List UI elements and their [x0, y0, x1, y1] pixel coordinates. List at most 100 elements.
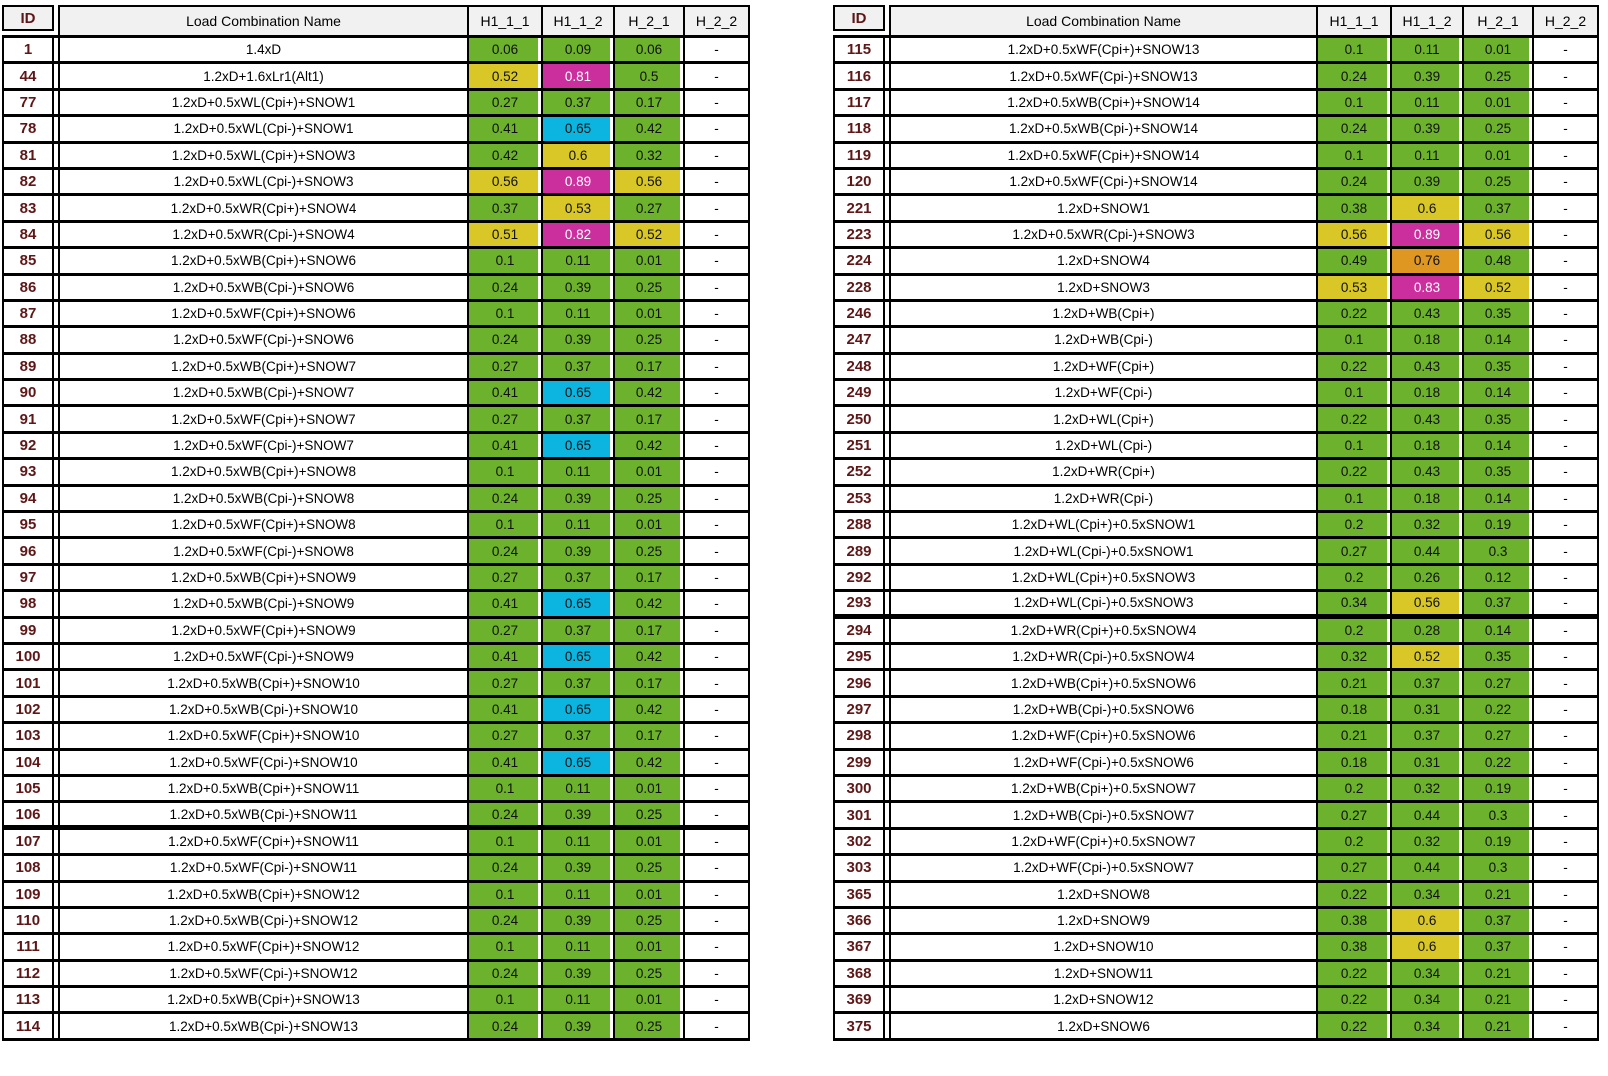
row-value-h_2_1: 0.42 — [613, 644, 683, 669]
table-row: 367 1.2xD+SNOW10 0.38 0.6 0.37 - — [833, 935, 1599, 962]
row-id: 223 — [833, 222, 885, 247]
row-value-h_2_1: 0.27 — [1462, 724, 1532, 748]
row-value-h1_1_2: 0.37 — [541, 407, 613, 431]
row-value-h1_1_1: 0.41 — [467, 433, 541, 458]
row-value-h1_1_1: 0.27 — [467, 407, 541, 431]
row-value-h_2_2: - — [1532, 856, 1599, 880]
table-row: 84 1.2xD+0.5xWR(Cpi-)+SNOW4 0.51 0.82 0.… — [2, 222, 750, 250]
row-value-h_2_2: - — [683, 90, 750, 115]
table-row: 92 1.2xD+0.5xWF(Cpi-)+SNOW7 0.41 0.65 0.… — [2, 433, 750, 461]
row-load-combination-name: 1.2xD+0.5xWB(Cpi-)+SNOW12 — [58, 908, 467, 933]
table-header: ID Load Combination Name H1_1_1 H1_1_2 H… — [2, 5, 750, 38]
row-value-h1_1_1: 0.27 — [1316, 539, 1390, 563]
row-value-h1_1_2: 0.6 — [1390, 196, 1462, 220]
row-id: 250 — [833, 407, 885, 431]
load-combination-table-right: ID Load Combination Name H1_1_1 H1_1_2 H… — [833, 5, 1599, 1041]
table-row: 100 1.2xD+0.5xWF(Cpi-)+SNOW9 0.41 0.65 0… — [2, 644, 750, 672]
row-value-h_2_1: 0.56 — [613, 169, 683, 194]
row-id: 103 — [2, 724, 54, 748]
row-id: 90 — [2, 381, 54, 405]
row-load-combination-name: 1.2xD+WL(Cpi-)+0.5xSNOW1 — [889, 539, 1316, 563]
row-value-h1_1_1: 0.27 — [467, 671, 541, 695]
column-header-h_2_2: H_2_2 — [683, 5, 750, 35]
row-id: 113 — [2, 988, 54, 1012]
row-value-h_2_2: - — [1532, 407, 1599, 431]
row-load-combination-name: 1.2xD+0.5xWB(Cpi+)+SNOW13 — [58, 988, 467, 1012]
table-row: 248 1.2xD+WF(Cpi+) 0.22 0.43 0.35 - — [833, 354, 1599, 382]
row-value-h_2_2: - — [1532, 301, 1599, 326]
row-value-h_2_2: - — [683, 829, 750, 854]
row-load-combination-name: 1.2xD+WL(Cpi+) — [889, 407, 1316, 431]
row-load-combination-name: 1.2xD+0.5xWF(Cpi-)+SNOW14 — [889, 169, 1316, 194]
row-value-h_2_2: - — [683, 328, 750, 352]
row-value-h_2_1: 0.21 — [1462, 1014, 1532, 1038]
row-load-combination-name: 1.2xD+0.5xWF(Cpi+)+SNOW14 — [889, 143, 1316, 167]
row-id: 96 — [2, 539, 54, 563]
row-load-combination-name: 1.2xD+0.5xWB(Cpi+)+SNOW10 — [58, 671, 467, 695]
table-row: 78 1.2xD+0.5xWL(Cpi-)+SNOW1 0.41 0.65 0.… — [2, 117, 750, 144]
row-id: 94 — [2, 486, 54, 511]
table-row: 375 1.2xD+SNOW6 0.22 0.34 0.21 - — [833, 1014, 1599, 1041]
column-header-h_2_1: H_2_1 — [1462, 5, 1532, 35]
row-value-h_2_1: 0.25 — [613, 275, 683, 299]
table-row: 369 1.2xD+SNOW12 0.22 0.34 0.21 - — [833, 988, 1599, 1015]
row-load-combination-name: 1.2xD+0.5xWF(Cpi+)+SNOW12 — [58, 935, 467, 959]
row-value-h_2_2: - — [683, 407, 750, 431]
table-row: 251 1.2xD+WL(Cpi-) 0.1 0.18 0.14 - — [833, 433, 1599, 461]
table-row: 82 1.2xD+0.5xWL(Cpi-)+SNOW3 0.56 0.89 0.… — [2, 169, 750, 197]
row-id: 120 — [833, 169, 885, 194]
row-value-h1_1_1: 0.32 — [1316, 644, 1390, 669]
row-id: 252 — [833, 460, 885, 484]
row-value-h1_1_1: 0.41 — [467, 381, 541, 405]
row-load-combination-name: 1.2xD+SNOW11 — [889, 961, 1316, 986]
row-load-combination-name: 1.2xD+WB(Cpi+) — [889, 301, 1316, 326]
row-load-combination-name: 1.2xD+0.5xWB(Cpi+)+SNOW8 — [58, 460, 467, 484]
row-value-h_2_2: - — [683, 935, 750, 959]
table-row: 44 1.2xD+1.6xLr1(Alt1) 0.52 0.81 0.5 - — [2, 64, 750, 91]
table-row: 98 1.2xD+0.5xWB(Cpi-)+SNOW9 0.41 0.65 0.… — [2, 592, 750, 619]
table-header: ID Load Combination Name H1_1_1 H1_1_2 H… — [833, 5, 1599, 38]
row-id: 294 — [833, 618, 885, 642]
row-id: 297 — [833, 697, 885, 722]
row-value-h1_1_2: 0.39 — [541, 486, 613, 511]
row-value-h1_1_2: 0.11 — [541, 513, 613, 537]
row-value-h_2_1: 0.52 — [1462, 275, 1532, 299]
table-row: 118 1.2xD+0.5xWB(Cpi-)+SNOW14 0.24 0.39 … — [833, 117, 1599, 144]
row-value-h1_1_1: 0.34 — [1316, 592, 1390, 614]
row-value-h_2_1: 0.37 — [1462, 196, 1532, 220]
table-row: 103 1.2xD+0.5xWF(Cpi+)+SNOW10 0.27 0.37 … — [2, 724, 750, 751]
row-load-combination-name: 1.2xD+1.6xLr1(Alt1) — [58, 64, 467, 88]
row-id: 299 — [833, 750, 885, 774]
row-value-h_2_2: - — [683, 724, 750, 748]
row-value-h_2_2: - — [683, 222, 750, 247]
row-value-h_2_2: - — [1532, 90, 1599, 115]
row-value-h_2_2: - — [683, 381, 750, 405]
row-value-h1_1_1: 0.1 — [467, 882, 541, 906]
row-id: 289 — [833, 539, 885, 563]
table-row: 113 1.2xD+0.5xWB(Cpi+)+SNOW13 0.1 0.11 0… — [2, 988, 750, 1015]
row-value-h_2_1: 0.01 — [613, 249, 683, 273]
row-value-h1_1_2: 0.26 — [1390, 565, 1462, 590]
row-value-h_2_1: 0.25 — [613, 856, 683, 880]
row-value-h_2_2: - — [1532, 513, 1599, 537]
row-value-h1_1_1: 0.2 — [1316, 565, 1390, 590]
table-row: 1 1.4xD 0.06 0.09 0.06 - — [2, 38, 750, 65]
table-row: 99 1.2xD+0.5xWF(Cpi+)+SNOW9 0.27 0.37 0.… — [2, 618, 750, 645]
row-id: 84 — [2, 222, 54, 247]
row-value-h_2_2: - — [683, 592, 750, 616]
table-row: 249 1.2xD+WF(Cpi-) 0.1 0.18 0.14 - — [833, 381, 1599, 408]
column-header-load-combination-name: Load Combination Name — [889, 5, 1316, 35]
row-id: 303 — [833, 856, 885, 880]
row-load-combination-name: 1.2xD+0.5xWB(Cpi+)+SNOW9 — [58, 565, 467, 590]
row-value-h1_1_1: 0.21 — [1316, 671, 1390, 695]
row-value-h1_1_2: 0.34 — [1390, 1014, 1462, 1038]
table-row: 368 1.2xD+SNOW11 0.22 0.34 0.21 - — [833, 961, 1599, 989]
row-value-h1_1_2: 0.65 — [541, 381, 613, 405]
row-value-h_2_1: 0.14 — [1462, 433, 1532, 458]
table-row: 295 1.2xD+WR(Cpi-)+0.5xSNOW4 0.32 0.52 0… — [833, 644, 1599, 672]
row-id: 117 — [833, 90, 885, 115]
row-value-h1_1_2: 0.82 — [541, 222, 613, 247]
row-value-h_2_1: 0.27 — [1462, 671, 1532, 695]
row-value-h1_1_1: 0.1 — [1316, 143, 1390, 167]
